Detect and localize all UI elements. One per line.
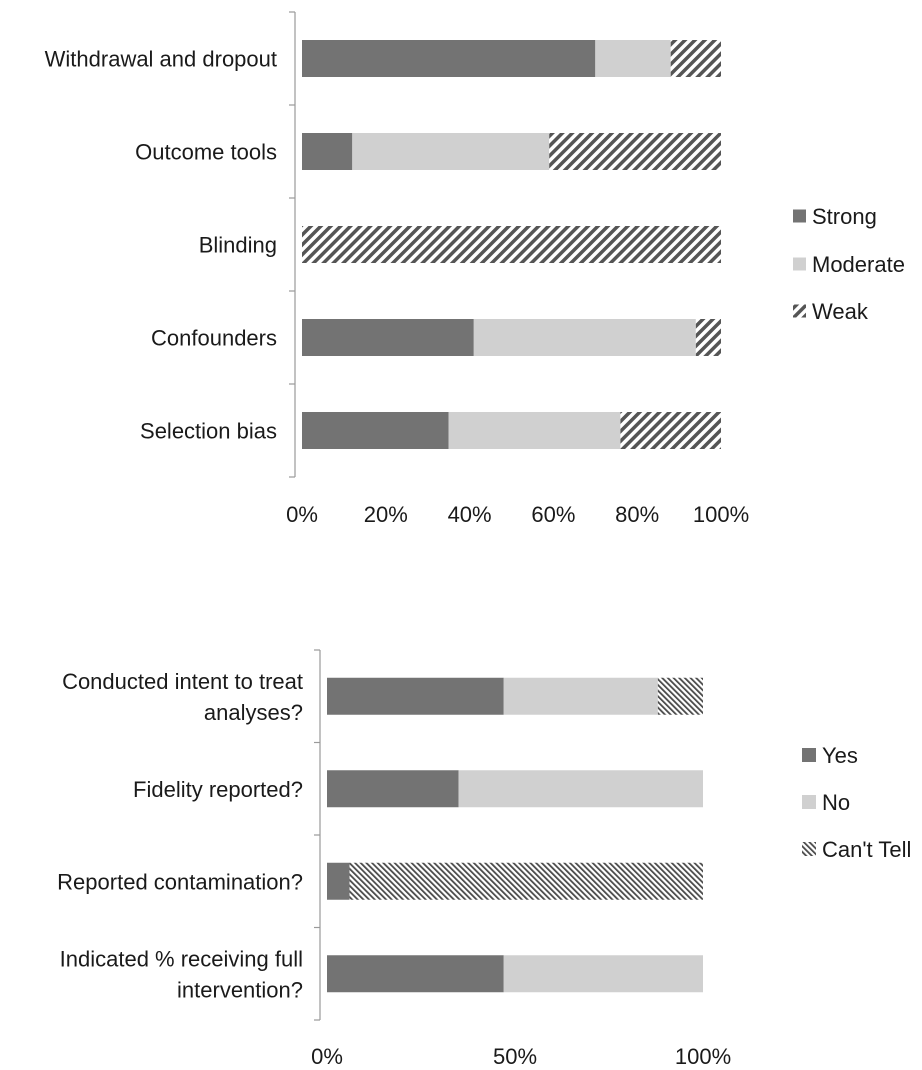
bar-moderate-withdrawal-and-dropout (595, 40, 671, 77)
legend-swatch-strong (793, 209, 806, 223)
bar-no-conducted-intent-to-treat-analyses (503, 677, 658, 715)
bar-weak-blinding (302, 226, 721, 263)
bar-no-indicated-receiving-full-intervention (503, 955, 703, 993)
bar-moderate-selection-bias (448, 412, 621, 449)
legend-swatch-yes (802, 748, 816, 762)
bar-weak-outcome-tools (549, 133, 721, 170)
bar-strong-selection-bias (302, 412, 449, 449)
category-label: Confounders (151, 326, 277, 351)
category-label: Blinding (199, 233, 277, 258)
bar-can-t-tell-reported-contamination (349, 862, 703, 900)
legend-swatch-moderate (793, 257, 806, 271)
category-label: Outcome tools (135, 140, 277, 165)
x-tick-label: 80% (615, 502, 659, 527)
bar-yes-fidelity-reported (327, 770, 459, 808)
legend-label-can-t-tell: Can't Tell (822, 837, 911, 862)
category-label: intervention? (177, 977, 303, 1002)
legend-swatch-no (802, 795, 816, 809)
legend-label-no: No (822, 790, 850, 815)
legend-swatch-weak (793, 304, 806, 318)
bar-strong-confounders (302, 319, 474, 356)
category-label: Withdrawal and dropout (45, 47, 277, 72)
bar-weak-withdrawal-and-dropout (670, 40, 721, 77)
category-label: Fidelity reported? (133, 777, 303, 802)
x-tick-label: 20% (364, 502, 408, 527)
bar-weak-selection-bias (620, 412, 721, 449)
category-label: Reported contamination? (57, 869, 303, 894)
bar-yes-conducted-intent-to-treat-analyses (327, 677, 504, 715)
bar-moderate-confounders (473, 319, 696, 356)
bar-weak-confounders (695, 319, 721, 356)
bar-yes-reported-contamination (327, 862, 350, 900)
legend-label-strong: Strong (812, 204, 877, 229)
legend-label-weak: Weak (812, 299, 869, 324)
category-label: Conducted intent to treat (62, 669, 303, 694)
legend-label-yes: Yes (822, 743, 858, 768)
chart-reporting-items: 0% 50% 100% Conducted intent to treat analys… (57, 649, 911, 1069)
x-tick-label: 100% (675, 1044, 731, 1065)
x-tick-label: 60% (531, 502, 575, 527)
legend-label-moderate: Moderate (812, 252, 905, 277)
chart-quality-ratings: 0% 20% 40% 60% 80% 100% Withdrawal and dropout… (45, 11, 905, 527)
bar-can-t-tell-conducted-intent-to-treat-analyses (657, 677, 703, 715)
category-label: Selection bias (140, 419, 277, 444)
legend-swatch-can-t-tell (802, 842, 816, 856)
x-tick-label: 0% (286, 502, 318, 527)
x-tick-label: 40% (448, 502, 492, 527)
category-label: Indicated % receiving full (60, 946, 303, 971)
bar-no-fidelity-reported (458, 770, 703, 808)
bar-moderate-outcome-tools (352, 133, 550, 170)
x-tick-label: 100% (693, 502, 749, 527)
bar-strong-withdrawal-and-dropout (302, 40, 596, 77)
category-label: analyses? (204, 700, 303, 725)
x-tick-label: 0% (311, 1044, 343, 1065)
bar-strong-outcome-tools (302, 133, 353, 170)
bar-yes-indicated-receiving-full-intervention (327, 955, 504, 993)
x-tick-label: 50% (493, 1044, 537, 1065)
